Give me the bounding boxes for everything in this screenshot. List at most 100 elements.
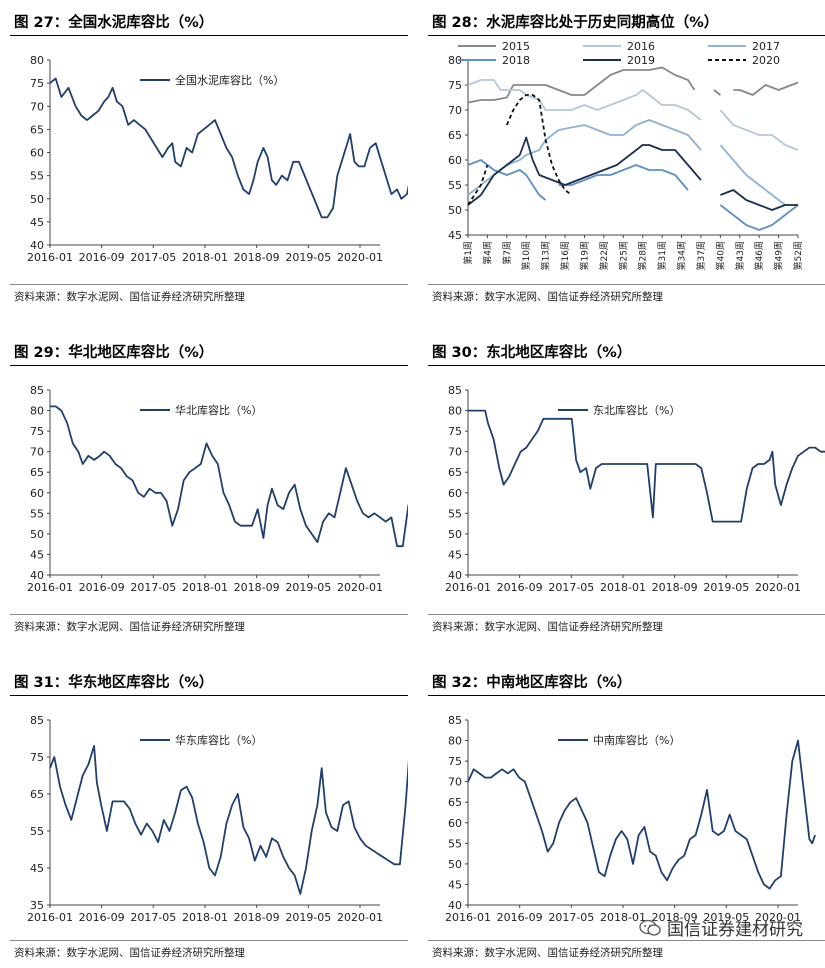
y-tick-label: 45 (30, 216, 44, 229)
x-tick-label: 2016-01 (27, 581, 73, 594)
legend-label: 2016 (627, 40, 655, 53)
chart-panel-32: 图 32：中南地区库容比（%） 40 45 50 55 60 65 70 75 80 85 2016… (428, 670, 825, 968)
series-line-2020 (467, 94, 573, 206)
series-line-2017 (467, 119, 798, 206)
y-tick-label: 50 (30, 193, 44, 206)
y-tick-label: 60 (30, 147, 44, 160)
y-tick-label: 85 (30, 714, 44, 727)
x-tick-label: 2018-09 (234, 251, 280, 264)
legend-label: 华东库容比（%） (175, 733, 262, 747)
x-tick-label: 2016-01 (27, 251, 73, 264)
y-tick-label: 65 (30, 788, 44, 801)
y-tick-label: 75 (30, 77, 44, 90)
y-tick-label: 65 (30, 466, 44, 479)
legend-label: 中南库容比（%） (593, 733, 680, 747)
watermark: 国信证券建材研究 (639, 915, 803, 940)
y-tick-label: 40 (448, 899, 462, 912)
y-tick-label: 85 (30, 384, 44, 397)
source-note: 资料来源：数字水泥网、国信证券经济研究所整理 (10, 284, 408, 304)
x-tick-label: 第16周 (559, 241, 571, 270)
y-tick-label: 50 (448, 204, 462, 217)
x-tick-label: 2017-05 (548, 581, 594, 594)
y-tick-label: 55 (30, 170, 44, 183)
chart-panel-31: 图 31：华东地区库容比（%） 35 45 55 65 75 85 2016-01 2016-… (10, 670, 408, 968)
x-tick-label: 2018-01 (182, 911, 228, 924)
series-line (49, 77, 408, 219)
legend-label: 2019 (627, 54, 655, 67)
chart-svg: 40 45 50 55 60 65 70 75 80 85 2016-01 2016-09 2017-0… (445, 714, 816, 924)
y-tick-label: 45 (448, 878, 462, 891)
x-tick-label: 2020-01 (755, 911, 801, 924)
x-tick-label: 2018-09 (234, 581, 280, 594)
y-tick-label: 80 (30, 405, 44, 418)
y-tick-label: 80 (30, 54, 44, 67)
y-tick-label: 65 (448, 466, 462, 479)
chart-panel-30: 图 30：东北地区库容比（%） 40 45 50 55 60 65 70 75 80 85 2016… (428, 340, 825, 640)
x-tick-label: 第4周 (481, 241, 493, 265)
y-tick-label: 60 (448, 487, 462, 500)
y-tick-label: 65 (448, 129, 462, 142)
y-tick-label: 50 (448, 858, 462, 871)
y-tick-label: 65 (448, 796, 462, 809)
y-tick-label: 55 (448, 837, 462, 850)
y-tick-label: 55 (30, 825, 44, 838)
legend-label: 东北库容比（%） (593, 403, 680, 417)
chart-svg: 35 45 55 65 75 85 2016-01 2016-09 2017-05 2018-01… (27, 714, 408, 924)
y-tick-label: 55 (448, 179, 462, 192)
y-tick-label: 70 (448, 104, 462, 117)
y-tick-label: 60 (30, 487, 44, 500)
source-note: 资料来源：数字水泥网、国信证券经济研究所整理 (10, 614, 408, 634)
x-tick-label: 2016-01 (445, 911, 491, 924)
x-tick-label: 2018-09 (652, 911, 698, 924)
x-tick-label: 第40周 (714, 241, 726, 270)
x-tick-label: 2016-09 (497, 581, 543, 594)
x-tick-label: 2019-05 (703, 911, 749, 924)
x-tick-label: 2017-05 (130, 251, 176, 264)
legend-label: 2018 (502, 54, 530, 67)
chart-title: 图 27：全国水泥库容比（%） (10, 10, 408, 36)
source-note: 资料来源：数字水泥网、国信证券经济研究所整理 (428, 284, 825, 304)
chart-title: 图 29：华北地区库容比（%） (10, 340, 408, 366)
x-tick-label: 2018-01 (600, 581, 646, 594)
x-tick-label: 2019-05 (703, 581, 749, 594)
y-tick-label: 80 (448, 54, 462, 67)
chart-svg: 40 45 50 55 60 65 70 75 80 85 2016-01 2016-09 2017-0… (445, 384, 825, 594)
x-tick-label: 第7周 (501, 241, 513, 265)
x-tick-label: 2016-01 (445, 581, 491, 594)
x-tick-label: 2016-09 (79, 581, 125, 594)
y-tick-label: 45 (30, 548, 44, 561)
x-tick-label: 第28周 (637, 241, 649, 270)
x-tick-label: 2018-09 (234, 911, 280, 924)
x-tick-label: 2019-05 (285, 581, 331, 594)
x-tick-label: 第52周 (792, 241, 804, 270)
x-tick-label: 2016-09 (79, 911, 125, 924)
source-note: 资料来源：数字水泥网、国信证券经济研究所整理 (10, 940, 408, 960)
y-tick-label: 45 (30, 862, 44, 875)
x-tick-label: 第43周 (734, 241, 746, 270)
x-tick-label: 2020-01 (337, 251, 383, 264)
x-tick-label: 2017-05 (130, 911, 176, 924)
x-tick-label: 2016-09 (79, 251, 125, 264)
y-tick-label: 35 (30, 899, 44, 912)
series-line-2018 (467, 159, 799, 231)
legend-label: 2017 (752, 40, 780, 53)
watermark-text: 国信证券建材研究 (667, 920, 803, 940)
source-note: 资料来源：数字水泥网、国信证券经济研究所整理 (428, 614, 825, 634)
y-tick-label: 85 (448, 714, 462, 727)
x-tick-label: 2017-05 (548, 911, 594, 924)
x-tick-label: 2018-09 (652, 581, 698, 594)
y-tick-label: 75 (30, 425, 44, 438)
y-tick-label: 55 (448, 507, 462, 520)
legend-label: 2015 (502, 40, 530, 53)
x-tick-label: 2019-05 (285, 251, 331, 264)
chart-title: 图 28：水泥库容比处于历史同期高位（%） (428, 10, 825, 36)
chart-svg: 45 50 55 60 65 70 75 80 第1周 第4周 第7周 第10周 第13周 第16周 第19… (448, 40, 804, 270)
x-tick-label: 2020-01 (755, 581, 801, 594)
y-tick-label: 75 (448, 425, 462, 438)
x-tick-label: 2018-01 (600, 911, 646, 924)
chart-title: 图 32：中南地区库容比（%） (428, 670, 825, 696)
y-tick-label: 60 (448, 154, 462, 167)
x-tick-label: 2016-01 (27, 911, 73, 924)
x-tick-label: 第25周 (617, 241, 629, 270)
x-tick-label: 2018-01 (182, 251, 228, 264)
